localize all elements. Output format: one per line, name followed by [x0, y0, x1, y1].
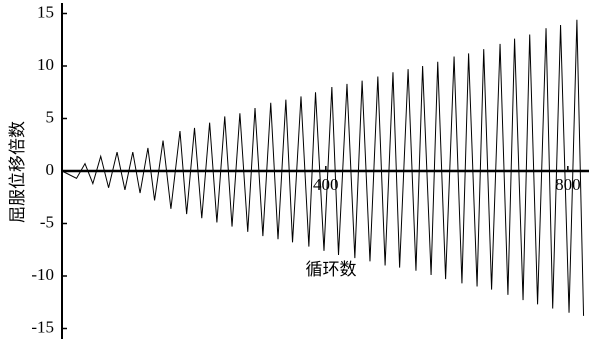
data-line — [61, 19, 585, 316]
y-tick-label: 15 — [37, 2, 54, 21]
y-tick-label: -10 — [31, 265, 54, 284]
y-axis-label: 屈服位移倍数 — [8, 121, 28, 223]
x-axis-label: 循环数 — [306, 260, 357, 280]
y-tick-label: -5 — [40, 212, 54, 231]
x-tick-label: 800 — [555, 175, 581, 194]
y-tick-label: 10 — [37, 55, 54, 74]
y-tick-label: -15 — [31, 317, 54, 336]
x-tick-label: 400 — [313, 175, 339, 194]
y-tick-label: 0 — [46, 160, 55, 179]
y-tick-label: 5 — [46, 107, 55, 126]
